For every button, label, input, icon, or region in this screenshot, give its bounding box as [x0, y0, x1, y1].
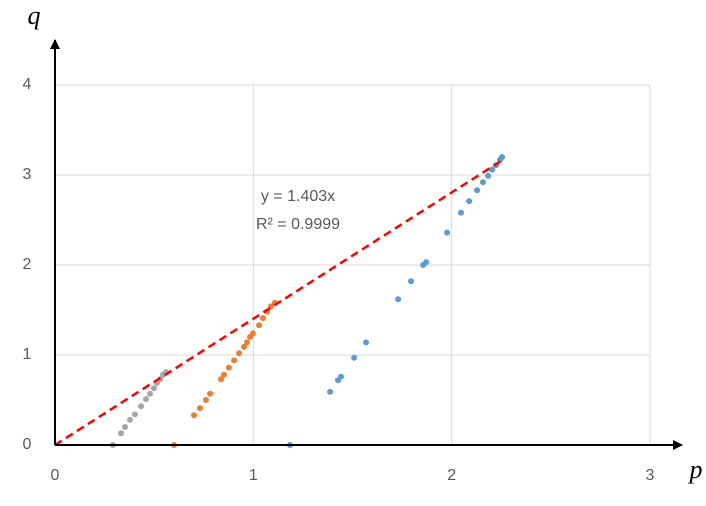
y-tick-label: 3 [23, 166, 32, 183]
point [457, 209, 464, 216]
trendline-r-squared: R² = 0.9999 [256, 216, 340, 233]
point [231, 357, 238, 364]
point [150, 385, 157, 392]
point [207, 390, 214, 397]
point [337, 373, 344, 380]
point [351, 354, 358, 361]
point [118, 430, 125, 437]
point [423, 259, 430, 266]
x-axis-label: p [688, 455, 703, 484]
point [236, 350, 243, 357]
trendline [54, 158, 505, 447]
y-tick-label: 4 [23, 76, 32, 93]
x-tick-label: 1 [249, 467, 258, 484]
point [202, 397, 209, 403]
y-tick-label: 0 [23, 436, 32, 453]
point [218, 376, 225, 383]
point [466, 198, 473, 205]
point [191, 412, 198, 419]
trendline-equation: y = 1.403x [261, 188, 335, 205]
point [147, 390, 154, 397]
point [131, 411, 138, 418]
point [138, 403, 145, 410]
x-tick-label: 3 [646, 467, 655, 484]
marks [54, 154, 506, 448]
grid [54, 84, 651, 446]
point [220, 371, 227, 378]
x-tick-label: 0 [51, 467, 60, 484]
point [489, 166, 496, 173]
point [196, 405, 203, 412]
point [243, 339, 250, 346]
y-tick-label: 2 [23, 256, 32, 273]
point [395, 296, 402, 303]
x-tick-label: 2 [447, 467, 456, 484]
point [241, 343, 248, 350]
point [485, 172, 492, 179]
point [260, 315, 267, 322]
point [126, 416, 133, 423]
point [122, 424, 129, 430]
point [362, 339, 369, 346]
point [249, 330, 256, 337]
point [225, 364, 232, 371]
point [408, 278, 415, 285]
point [480, 179, 487, 186]
point [474, 187, 481, 194]
y-axis-label: q [28, 1, 41, 30]
y-tick-label: 1 [23, 346, 32, 363]
point [444, 229, 451, 236]
point [143, 396, 150, 403]
point [499, 154, 506, 160]
point [327, 388, 334, 395]
point [256, 322, 263, 329]
